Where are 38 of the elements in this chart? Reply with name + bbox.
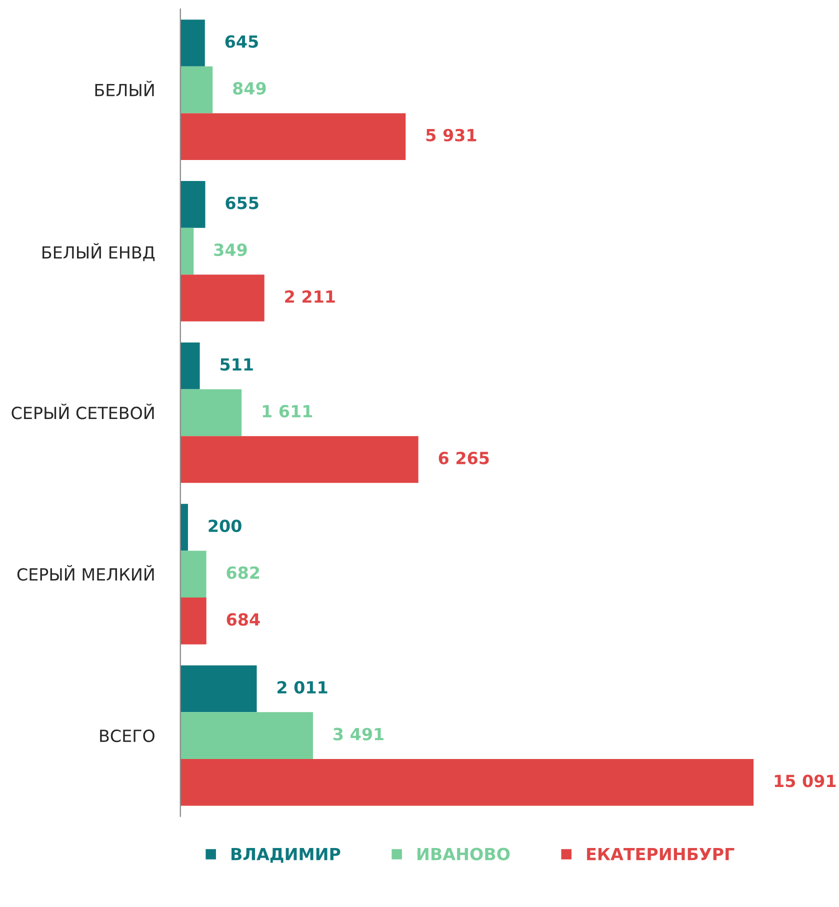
bar bbox=[180, 20, 205, 66]
data-label: 1 611 bbox=[262, 404, 312, 418]
legend-label: ИВАНОВО bbox=[418, 848, 510, 860]
data-label: 849 bbox=[233, 82, 266, 95]
y-tick-label: БЕЛЫЙ ЕНВД bbox=[42, 243, 155, 262]
bar bbox=[180, 274, 264, 322]
data-label: 2 211 bbox=[285, 290, 335, 303]
bar bbox=[180, 665, 257, 712]
bar bbox=[180, 66, 213, 114]
bar bbox=[180, 228, 194, 275]
bar bbox=[180, 436, 418, 483]
data-label: 684 bbox=[226, 613, 260, 626]
data-label: 645 bbox=[225, 35, 258, 48]
y-tick-label: СЕРЫЙ СЕТЕВОЙ bbox=[12, 404, 154, 420]
data-label: 200 bbox=[208, 520, 242, 532]
data-label: 5 931 bbox=[426, 128, 476, 142]
bar bbox=[180, 342, 200, 390]
bar bbox=[180, 598, 206, 644]
bar bbox=[180, 181, 206, 228]
bar bbox=[180, 504, 188, 551]
data-label: 349 bbox=[214, 243, 247, 256]
y-tick-label: БЕЛЫЙ bbox=[95, 80, 154, 96]
data-label: 655 bbox=[226, 196, 258, 210]
data-label: 682 bbox=[226, 566, 260, 579]
bar bbox=[180, 113, 406, 160]
legend-label: ВЛАДИМИР bbox=[232, 848, 340, 863]
data-label: 15 091 bbox=[774, 774, 836, 788]
data-label: 2 011 bbox=[278, 681, 328, 694]
y-tick-label: СЕРЫЙ МЕЛКИЙ bbox=[17, 565, 154, 581]
bar bbox=[180, 712, 313, 759]
data-label: 6 265 bbox=[438, 452, 489, 464]
y-tick-label: ВСЕГО bbox=[100, 730, 154, 742]
bar bbox=[180, 550, 206, 598]
data-label: 511 bbox=[220, 358, 253, 371]
bar bbox=[180, 758, 754, 806]
legend-label: ЕКАТЕРИНБУРГ bbox=[587, 848, 734, 860]
data-label: 3 491 bbox=[334, 728, 384, 740]
bar bbox=[180, 389, 242, 436]
